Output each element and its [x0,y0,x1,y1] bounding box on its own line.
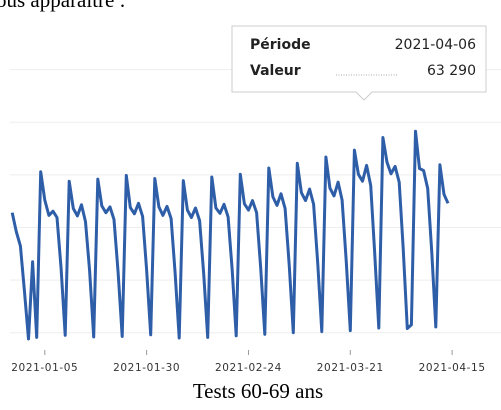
x-tick-label: 2021-01-05 [11,362,78,374]
tooltip-value: 63 290 [427,63,476,79]
plot [10,129,450,341]
data-line [10,129,450,341]
tooltip-box [231,25,487,101]
x-tick-label: 2021-04-15 [419,362,486,374]
chart-title: Tests 60-69 ans [193,379,323,403]
x-tick-label: 2021-01-30 [113,362,180,374]
tooltip: Période 2021-04-06 Valeur 63 290 [231,25,487,101]
intro-text: ous apparaître : [0,0,125,12]
x-tick-label: 2021-03-21 [317,362,384,374]
tooltip-value-label: Valeur [250,63,301,79]
tooltip-period: 2021-04-06 [395,37,476,53]
tooltip-period-label: Période [250,37,311,53]
x-tick-label: 2021-02-24 [215,362,282,374]
